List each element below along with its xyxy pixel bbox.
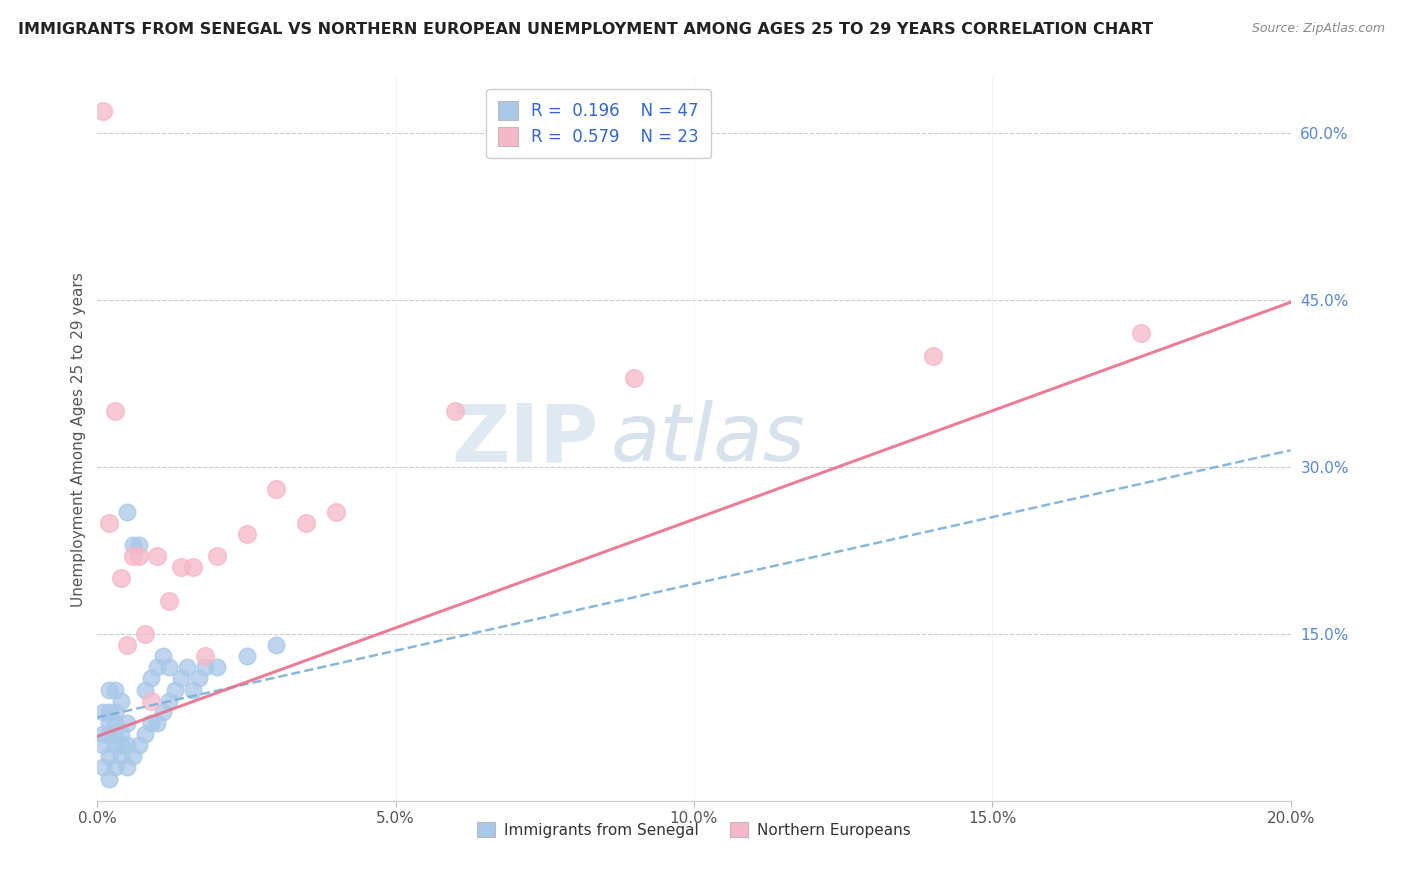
Point [163,682,186,697]
Point [194,660,217,674]
Point [104,716,127,731]
Point [110,738,132,752]
Legend: Immigrants from Senegal, Northern Europeans: Immigrants from Senegal, Northern Europe… [471,815,917,844]
Point [128,538,150,552]
Point [110,571,132,585]
Point [134,682,156,697]
Point [325,504,347,518]
Text: atlas: atlas [610,401,806,478]
Point [104,705,127,719]
Point [235,649,257,664]
Point [205,660,228,674]
Point [122,538,145,552]
Point [104,727,127,741]
Text: ZIP: ZIP [451,401,599,478]
Point [122,749,145,764]
Point [128,738,150,752]
Point [98,682,121,697]
Point [266,482,288,496]
Point [146,716,169,731]
Point [91,705,114,719]
Point [157,694,180,708]
Point [115,716,138,731]
Point [91,760,114,774]
Y-axis label: Unemployment Among Ages 25 to 29 years: Unemployment Among Ages 25 to 29 years [72,272,86,607]
Point [181,560,204,574]
Point [104,738,127,752]
Text: IMMIGRANTS FROM SENEGAL VS NORTHERN EUROPEAN UNEMPLOYMENT AMONG AGES 25 TO 29 YE: IMMIGRANTS FROM SENEGAL VS NORTHERN EURO… [18,22,1153,37]
Point [444,404,467,418]
Point [139,672,162,686]
Point [98,716,121,731]
Point [104,760,127,774]
Point [295,516,318,530]
Point [921,349,943,363]
Point [98,516,121,530]
Point [98,749,121,764]
Point [146,549,169,563]
Point [187,672,209,686]
Point [623,371,645,385]
Point [98,727,121,741]
Point [176,660,198,674]
Point [110,749,132,764]
Point [139,694,162,708]
Point [104,682,127,697]
Point [122,549,145,563]
Point [115,760,138,774]
Point [152,649,174,664]
Point [91,738,114,752]
Point [181,682,204,697]
Point [104,404,127,418]
Point [110,694,132,708]
Point [146,660,169,674]
Point [134,727,156,741]
Point [157,593,180,607]
Point [115,738,138,752]
Point [152,705,174,719]
Text: Source: ZipAtlas.com: Source: ZipAtlas.com [1251,22,1385,36]
Point [266,638,288,652]
Point [98,705,121,719]
Point [170,560,193,574]
Point [91,727,114,741]
Point [110,727,132,741]
Point [205,549,228,563]
Point [139,716,162,731]
Point [157,660,180,674]
Point [134,627,156,641]
Point [170,672,193,686]
Point [235,526,257,541]
Point [128,549,150,563]
Point [98,772,121,786]
Point [91,103,114,118]
Point [1130,326,1153,341]
Point [115,504,138,518]
Point [115,638,138,652]
Point [194,649,217,664]
